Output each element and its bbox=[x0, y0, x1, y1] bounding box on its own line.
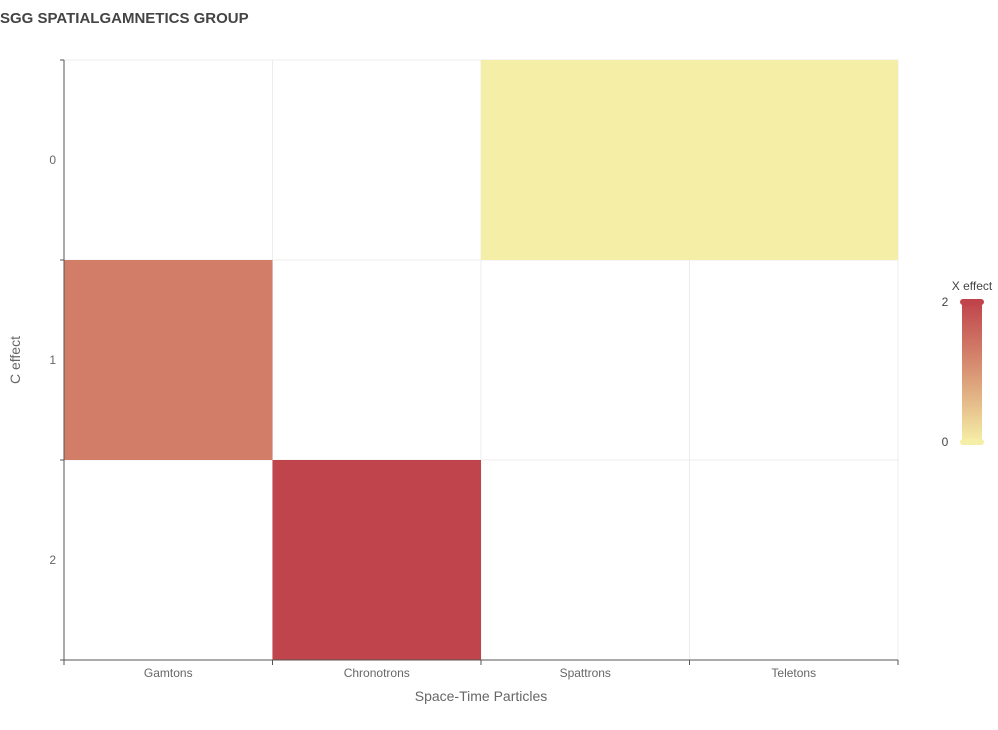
x-axis-title: Space-Time Particles bbox=[415, 688, 548, 704]
color-legend: X effect 2 0 bbox=[942, 279, 993, 449]
y-axis-tick-labels: 0 1 2 bbox=[49, 153, 56, 567]
heatmap-cell-chronotrons-2 bbox=[272, 460, 481, 660]
heatmap-cell-gamtons-1 bbox=[64, 260, 273, 460]
x-axis-tick-labels: Gamtons Chronotrons Spattrons Teletons bbox=[144, 666, 816, 680]
page-title: SGG SPATIALGAMNETICS GROUP bbox=[0, 10, 249, 27]
legend-tick-min: 0 bbox=[942, 435, 949, 449]
heatmap-cell-spattrons-0 bbox=[481, 60, 690, 260]
y-tick-label-0: 0 bbox=[49, 153, 56, 167]
x-tick-label-gamtons: Gamtons bbox=[144, 666, 193, 680]
legend-gradient-bar bbox=[962, 302, 982, 442]
x-tick-label-chronotrons: Chronotrons bbox=[344, 666, 410, 680]
legend-min-marker bbox=[960, 439, 984, 445]
legend-title: X effect bbox=[952, 279, 993, 293]
legend-max-marker bbox=[960, 299, 984, 305]
heatmap-cell-teletons-0 bbox=[689, 60, 898, 260]
y-axis-title: C effect bbox=[7, 336, 23, 384]
x-tick-label-spattrons: Spattrons bbox=[560, 666, 611, 680]
axes bbox=[60, 59, 899, 665]
y-tick-label-1: 1 bbox=[49, 353, 56, 367]
y-tick-label-2: 2 bbox=[49, 553, 56, 567]
x-tick-label-teletons: Teletons bbox=[771, 666, 816, 680]
heatmap-cells bbox=[64, 60, 898, 660]
legend-tick-max: 2 bbox=[942, 295, 949, 309]
